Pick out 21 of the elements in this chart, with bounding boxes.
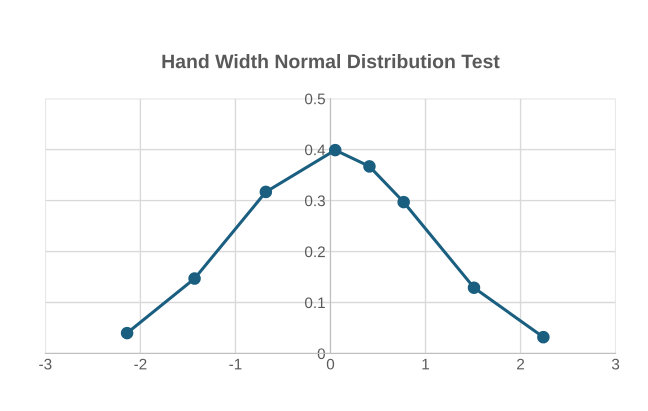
x-tick-label: -1 bbox=[229, 358, 242, 370]
y-tick-label: 0.5 bbox=[304, 94, 325, 104]
x-tick-label: 1 bbox=[422, 358, 430, 370]
x-tick-label: -2 bbox=[134, 358, 146, 370]
x-tick-label: 0 bbox=[326, 358, 334, 370]
y-tick-label: 0.4 bbox=[304, 144, 326, 156]
x-tick-label: 2 bbox=[517, 358, 524, 370]
point bbox=[363, 160, 376, 173]
point bbox=[120, 326, 134, 340]
x-tick-label: -3 bbox=[39, 358, 52, 370]
point bbox=[537, 330, 550, 344]
point bbox=[468, 281, 480, 294]
point bbox=[328, 144, 342, 156]
chart-title: Hand Width Normal Distribution Test bbox=[162, 54, 500, 68]
y-tick-label: 0.2 bbox=[304, 246, 325, 258]
y-tick-label: 0.1 bbox=[304, 297, 325, 308]
point bbox=[397, 196, 410, 208]
point bbox=[260, 186, 272, 198]
y-tick-label: 0.3 bbox=[304, 195, 325, 206]
x-tick-label: 3 bbox=[612, 358, 620, 370]
point bbox=[188, 272, 201, 285]
